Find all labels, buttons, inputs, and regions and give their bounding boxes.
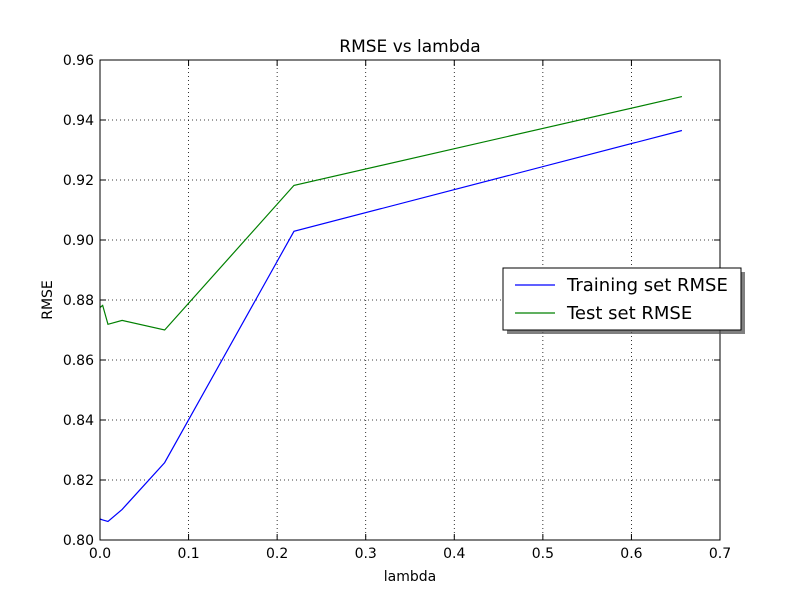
test-series-line: [99, 96, 683, 331]
x-tick-label: 0.6: [620, 546, 642, 562]
x-tick-label: 0.1: [177, 546, 199, 562]
series-layer: [99, 96, 683, 523]
x-tick-label: 0.0: [89, 546, 111, 562]
training-series-line: [99, 129, 683, 523]
y-tick-label: 0.80: [63, 533, 94, 549]
legend-box: [502, 267, 742, 331]
x-tick-label: 0.3: [355, 546, 377, 562]
y-tick-label: 0.82: [63, 473, 94, 489]
y-axis-label: RMSE: [40, 280, 56, 320]
y-tick-label: 0.88: [63, 293, 94, 309]
legend: Training set RMSE Test set RMSE: [502, 267, 745, 334]
y-tick-label: 0.96: [63, 53, 94, 69]
x-tick-label: 0.5: [532, 546, 554, 562]
tick-layer: 0.0 0.1 0.2 0.3 0.4 0.5 0.6 0.7 0.80 0.82 0.84 0.86…: [63, 53, 731, 562]
y-tick-label: 0.90: [63, 233, 94, 249]
x-tick-label: 0.2: [266, 546, 288, 562]
x-tick-label: 0.4: [443, 546, 465, 562]
x-tick-label: 0.7: [709, 546, 731, 562]
legend-label-training: Training set RMSE: [566, 275, 728, 296]
chart-title: RMSE vs lambda: [339, 37, 480, 57]
legend-label-test: Test set RMSE: [566, 303, 692, 324]
y-tick-label: 0.94: [63, 113, 94, 129]
y-tick-label: 0.86: [63, 353, 94, 369]
y-tick-label: 0.84: [63, 413, 94, 429]
y-tick-label: 0.92: [63, 173, 94, 189]
x-axis-label: lambda: [384, 569, 436, 585]
